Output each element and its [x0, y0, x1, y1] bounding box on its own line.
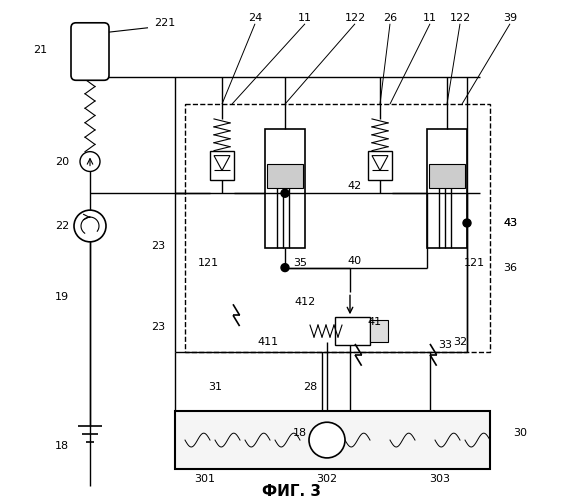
Text: 39: 39 [503, 13, 517, 23]
Text: 11: 11 [423, 13, 437, 23]
Bar [265, 129, 305, 248]
Text: 21: 21 [33, 44, 47, 54]
Bar [267, 164, 303, 188]
Bar [427, 129, 467, 248]
Text: 303: 303 [429, 474, 450, 484]
Text: 41: 41 [368, 317, 382, 327]
Text: 30: 30 [513, 428, 527, 438]
Text: 221: 221 [154, 18, 175, 28]
Text: 31: 31 [208, 382, 222, 392]
Text: 36: 36 [503, 262, 517, 272]
Text: 35: 35 [293, 258, 307, 268]
Text: 23: 23 [151, 241, 165, 251]
Text: 18: 18 [293, 428, 307, 438]
Text: 301: 301 [194, 474, 215, 484]
Text: 302: 302 [316, 474, 338, 484]
Circle shape [309, 422, 345, 458]
Text: 121: 121 [198, 258, 219, 268]
Text: 18: 18 [55, 441, 69, 451]
Text: 24: 24 [248, 13, 262, 23]
Polygon shape [372, 156, 388, 170]
Circle shape [80, 152, 100, 172]
Text: 22: 22 [55, 221, 69, 231]
Text: 40: 40 [348, 256, 362, 266]
Text: 411: 411 [257, 337, 278, 347]
Text: 33: 33 [438, 340, 452, 350]
Text: 26: 26 [383, 13, 397, 23]
Text: 122: 122 [449, 13, 470, 23]
Text: 43: 43 [503, 218, 517, 228]
Bar [368, 150, 392, 180]
FancyBboxPatch shape [71, 23, 109, 80]
Circle shape [463, 219, 471, 227]
Text: 20: 20 [55, 156, 69, 166]
Text: 11: 11 [298, 13, 312, 23]
Bar [370, 320, 388, 342]
Bar [175, 412, 490, 469]
Text: 32: 32 [453, 337, 467, 347]
Text: 19: 19 [55, 292, 69, 302]
Text: 23: 23 [151, 322, 165, 332]
Bar [335, 317, 370, 345]
Text: 122: 122 [345, 13, 366, 23]
Circle shape [74, 210, 106, 242]
Text: 28: 28 [303, 382, 317, 392]
Text: ФИГ. 3: ФИГ. 3 [263, 484, 322, 499]
Text: 42: 42 [348, 182, 362, 192]
Bar [185, 104, 490, 352]
Circle shape [281, 190, 289, 197]
Circle shape [281, 264, 289, 272]
Bar [429, 164, 465, 188]
Bar [210, 150, 234, 180]
Text: 43: 43 [503, 218, 517, 228]
Polygon shape [214, 156, 230, 170]
Text: 412: 412 [294, 298, 316, 308]
Text: 121: 121 [463, 258, 484, 268]
